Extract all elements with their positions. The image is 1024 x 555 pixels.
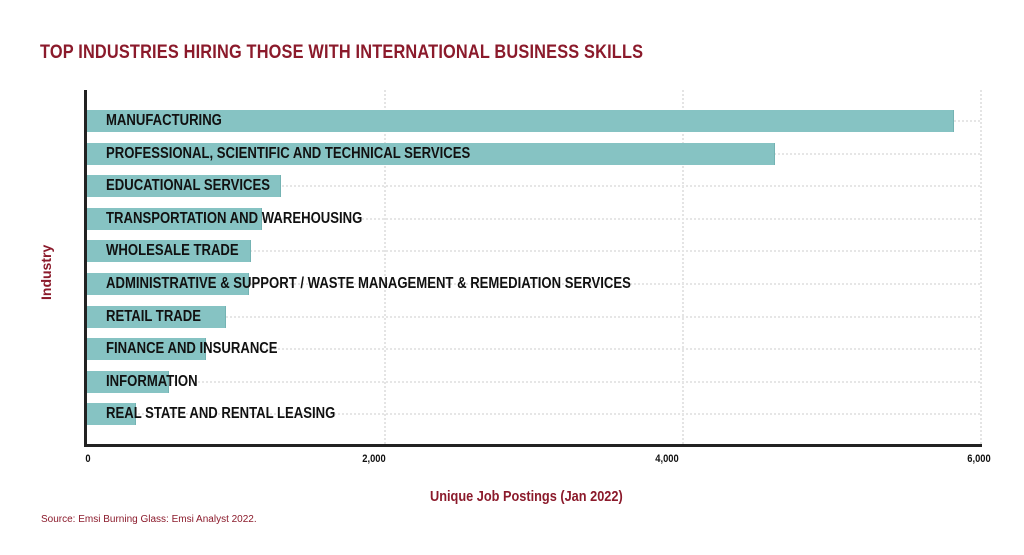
bar-label: REAL STATE AND RENTAL LEASING (106, 405, 336, 423)
bar (86, 370, 169, 393)
bar-row: EDUCATIONAL SERVICES (86, 175, 980, 198)
x-tick-6000: 6,000 (967, 453, 991, 465)
y-axis-line (84, 90, 87, 447)
bar-row: MANUFACTURING (86, 110, 980, 132)
row-guide-line (86, 250, 980, 253)
bar-label: RETAIL TRADE (106, 307, 202, 325)
bar-row: WHOLESALE TRADE (86, 240, 980, 263)
bar-label: INFORMATION (106, 372, 198, 390)
row-guide-line (86, 413, 980, 416)
bar-row: ADMINISTRATIVE & SUPPORT / WASTE MANAGEM… (86, 273, 980, 295)
bar (86, 305, 226, 328)
bar-row: RETAIL TRADE (86, 305, 980, 328)
bar-row: TRANSPORTATION AND WAREHOUSING (86, 207, 980, 230)
bar-label: MANUFACTURING (106, 112, 222, 129)
row-guide-line (86, 283, 980, 285)
row-guide-line (86, 217, 980, 220)
grid-line (384, 90, 386, 444)
x-axis-label: Unique Job Postings (Jan 2022) (430, 488, 623, 505)
bar (86, 207, 263, 230)
bar-label: EDUCATIONAL SERVICES (106, 177, 271, 195)
bar-row: INFORMATION (86, 370, 980, 393)
bar-label: FINANCE AND INSURANCE (106, 340, 278, 358)
x-tick-0: 0 (85, 453, 91, 465)
row-guide-line (86, 185, 980, 188)
bar (86, 110, 955, 132)
row-guide-line (86, 348, 980, 351)
row-guide-line (86, 315, 980, 318)
bar-row: FINANCE AND INSURANCE (86, 338, 980, 361)
x-tick-2000: 2,000 (362, 453, 386, 465)
bar (86, 403, 137, 426)
bar-label: WHOLESALE TRADE (106, 242, 239, 260)
bar-label: TRANSPORTATION AND WAREHOUSING (106, 209, 363, 227)
grid-line (980, 90, 982, 444)
grid-line (682, 90, 684, 444)
bar (86, 338, 207, 361)
bar-row: REAL STATE AND RENTAL LEASING (86, 403, 980, 426)
bar-row: PROFESSIONAL, SCIENTIFIC AND TECHNICAL S… (86, 142, 980, 165)
y-axis-label: Industry (38, 244, 54, 300)
bar-label: ADMINISTRATIVE & SUPPORT / WASTE MANAGEM… (106, 275, 631, 292)
bar-label: PROFESSIONAL, SCIENTIFIC AND TECHNICAL S… (106, 144, 471, 162)
bar (86, 175, 281, 198)
row-guide-line (86, 380, 980, 383)
bar (86, 240, 251, 263)
x-tick-4000: 4,000 (655, 453, 679, 465)
bar (86, 142, 776, 165)
source-note: Source: Emsi Burning Glass: Emsi Analyst… (41, 514, 257, 525)
chart-title: TOP INDUSTRIES HIRING THOSE WITH INTERNA… (40, 42, 644, 63)
bar (86, 273, 250, 295)
x-axis-line (84, 444, 982, 447)
